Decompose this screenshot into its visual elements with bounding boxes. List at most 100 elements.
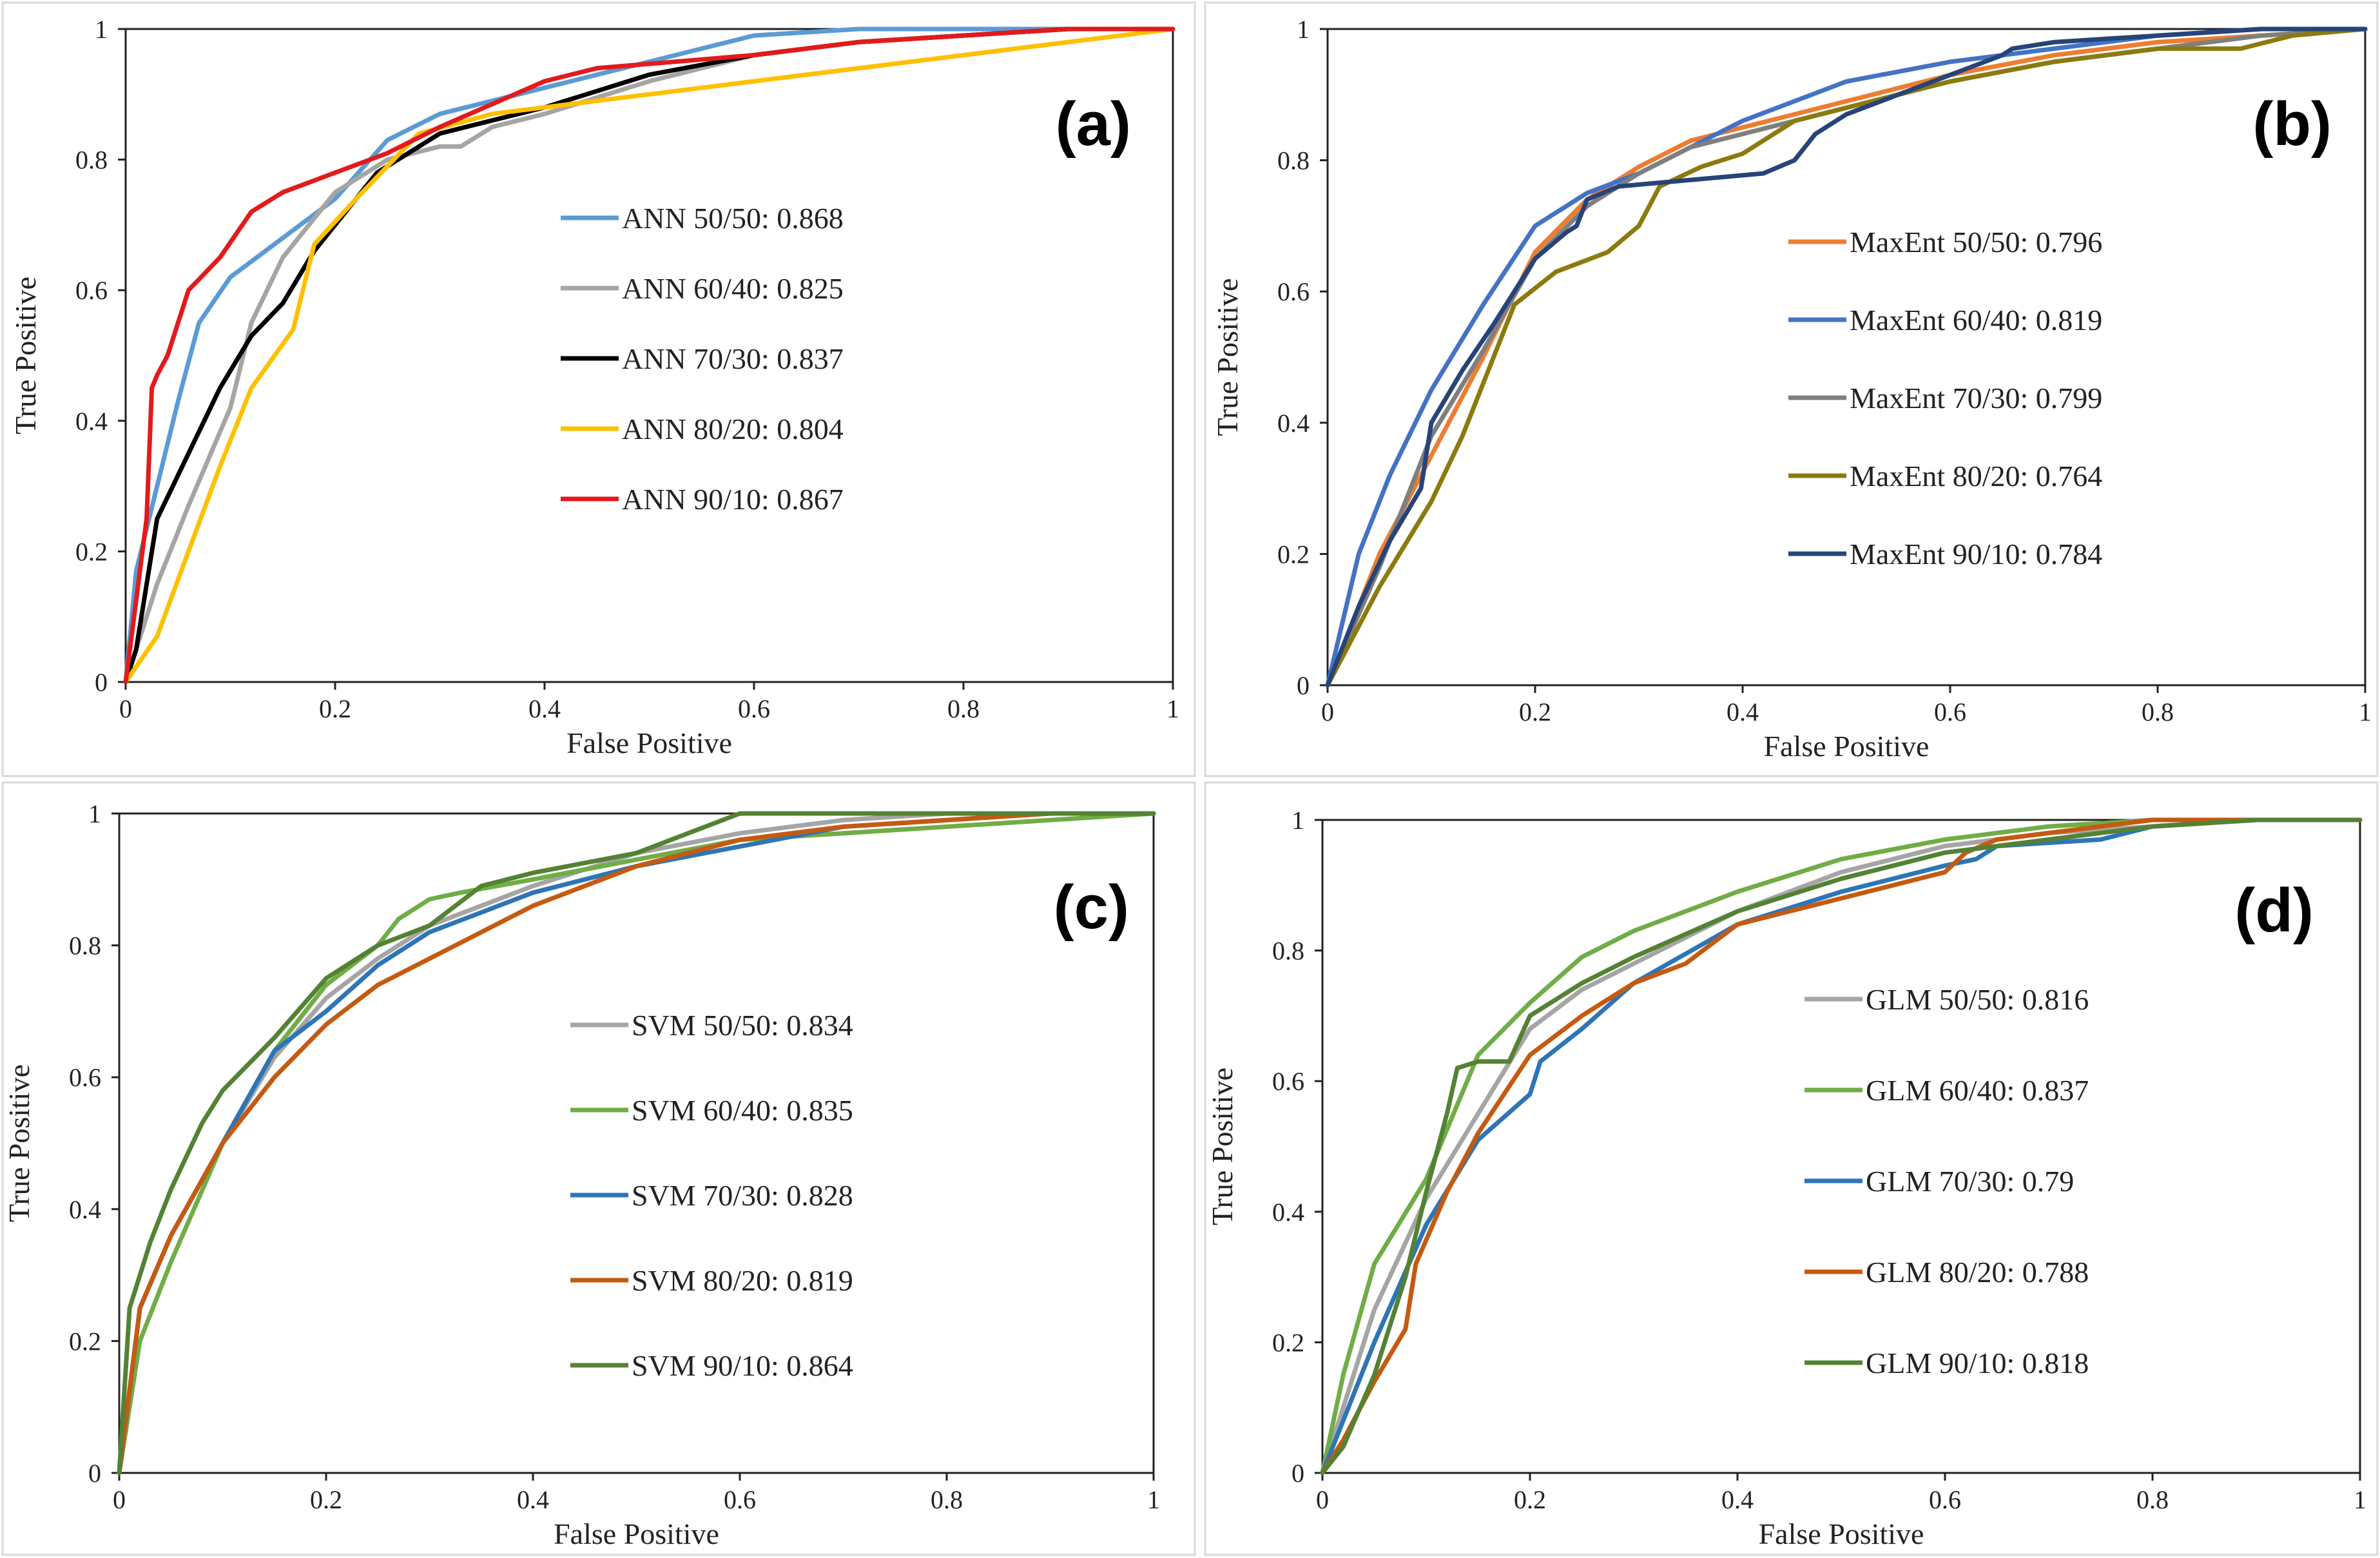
roc-panel-d: 0 0.2 0.4 0.6 0.8 1 0 0.2 0.4 0.6 0.8 1 False Positi… bbox=[1204, 781, 2379, 1556]
x-axis-title: False Positive bbox=[1764, 730, 1930, 763]
x-tick-label: 0.8 bbox=[947, 694, 980, 723]
x-tick-label: 0 bbox=[113, 1485, 126, 1514]
legend-label: ANN 90/10: 0.867 bbox=[622, 483, 844, 516]
y-tick-label: 0 bbox=[95, 668, 108, 697]
y-tick-label: 0.8 bbox=[75, 146, 108, 175]
y-tick-label: 0.2 bbox=[1277, 540, 1310, 569]
x-tick-label: 1 bbox=[1147, 1485, 1160, 1514]
roc-panel-b: 0 0.2 0.4 0.6 0.8 1 0 0.2 0.4 0.6 0.8 1 False Positi… bbox=[1204, 1, 2379, 777]
series-line-1 bbox=[123, 26, 1175, 685]
series-line-2 bbox=[117, 811, 1156, 1475]
plot-area bbox=[118, 812, 1155, 1474]
panel-frame bbox=[1, 1, 1196, 777]
series-line-1 bbox=[1325, 26, 2368, 688]
legend-label: GLM 80/20: 0.788 bbox=[1866, 1256, 2089, 1289]
x-tick-label: 0.8 bbox=[2136, 1485, 2169, 1514]
legend-label: MaxEnt 50/50: 0.796 bbox=[1850, 226, 2102, 258]
plot-area bbox=[1326, 28, 2366, 686]
legend-label: MaxEnt 60/40: 0.819 bbox=[1850, 304, 2102, 336]
x-axis-title: False Positive bbox=[554, 1517, 719, 1550]
series-line-3 bbox=[1320, 817, 2363, 1475]
panel-label: (b) bbox=[2252, 90, 2332, 159]
x-tick-label: 0 bbox=[1316, 1485, 1329, 1514]
x-axis-title: False Positive bbox=[566, 726, 732, 759]
series-line-4 bbox=[1320, 817, 2363, 1475]
y-tick-label: 1 bbox=[95, 15, 108, 44]
legend-label: MaxEnt 80/20: 0.764 bbox=[1850, 460, 2102, 492]
x-tick-label: 0.2 bbox=[1519, 697, 1551, 726]
y-tick-label: 0.4 bbox=[1277, 409, 1310, 438]
legend-label: ANN 80/20: 0.804 bbox=[622, 413, 844, 445]
panel-label: (c) bbox=[1054, 873, 1129, 942]
plot-area bbox=[124, 28, 1174, 683]
y-tick-label: 0.4 bbox=[75, 407, 108, 436]
y-tick-label: 1 bbox=[88, 799, 101, 828]
y-tick-label: 0.2 bbox=[69, 1327, 101, 1356]
series-line-4 bbox=[1325, 26, 2368, 688]
x-tick-label: 1 bbox=[2359, 697, 2372, 726]
y-axis-title: True Positive bbox=[1206, 1067, 1239, 1225]
roc-panel-a: 0 0.2 0.4 0.6 0.8 1 0 0.2 0.4 0.6 0.8 1 False Positi… bbox=[1, 1, 1196, 777]
x-tick-label: 0.6 bbox=[724, 1485, 756, 1514]
x-tick-label: 0.6 bbox=[1929, 1485, 1961, 1514]
y-tick-label: 0.4 bbox=[1272, 1198, 1304, 1227]
legend-label: SVM 60/40: 0.835 bbox=[632, 1094, 853, 1127]
series-line-4 bbox=[123, 26, 1175, 685]
y-tick-label: 0.6 bbox=[75, 276, 108, 305]
y-tick-label: 0.4 bbox=[69, 1195, 101, 1224]
x-tick-label: 0.8 bbox=[2142, 697, 2174, 726]
y-axis-title: True Positive bbox=[9, 277, 42, 434]
y-tick-label: 1 bbox=[1297, 15, 1310, 44]
x-tick-label: 1 bbox=[2354, 1485, 2366, 1514]
x-tick-label: 0.6 bbox=[738, 694, 770, 723]
plot-area bbox=[1321, 819, 2361, 1474]
x-tick-label: 0.4 bbox=[528, 694, 561, 723]
legend-label: ANN 60/40: 0.825 bbox=[622, 272, 844, 305]
x-tick-label: 0.4 bbox=[1721, 1485, 1754, 1514]
y-tick-label: 0 bbox=[1292, 1459, 1304, 1488]
y-tick-label: 0.8 bbox=[69, 931, 101, 960]
legend-label: SVM 90/10: 0.864 bbox=[632, 1349, 853, 1382]
legend-label: GLM 70/30: 0.79 bbox=[1866, 1165, 2074, 1198]
legend-label: MaxEnt 70/30: 0.799 bbox=[1850, 382, 2102, 414]
series-line-5 bbox=[1325, 26, 2368, 688]
legend-label: SVM 50/50: 0.834 bbox=[632, 1009, 853, 1042]
legend-label: MaxEnt 90/10: 0.784 bbox=[1850, 538, 2102, 570]
y-tick-label: 0.6 bbox=[1272, 1067, 1304, 1096]
legend-label: ANN 70/30: 0.837 bbox=[622, 342, 844, 375]
series-line-5 bbox=[1320, 817, 2363, 1475]
y-axis-title: True Positive bbox=[3, 1064, 35, 1222]
panel-label: (d) bbox=[2234, 876, 2314, 945]
legend-label: GLM 60/40: 0.837 bbox=[1866, 1074, 2089, 1107]
x-tick-label: 0.4 bbox=[1727, 697, 1759, 726]
y-axis-title: True Positive bbox=[1211, 278, 1244, 436]
roc-panel-c: 0 0.2 0.4 0.6 0.8 1 0 0.2 0.4 0.6 0.8 1 False Positi… bbox=[1, 781, 1196, 1556]
panel-frame bbox=[1204, 781, 2379, 1556]
legend-label: GLM 50/50: 0.816 bbox=[1866, 983, 2089, 1016]
series-line-5 bbox=[117, 811, 1156, 1475]
y-tick-label: 0.2 bbox=[1272, 1328, 1304, 1357]
x-tick-label: 0.4 bbox=[517, 1485, 549, 1514]
legend-label: GLM 90/10: 0.818 bbox=[1866, 1347, 2089, 1379]
y-tick-label: 0.6 bbox=[69, 1063, 101, 1092]
x-tick-label: 0.6 bbox=[1934, 697, 1966, 726]
y-tick-label: 0 bbox=[1297, 671, 1310, 700]
panel-label: (a) bbox=[1056, 90, 1131, 159]
legend-label: SVM 80/20: 0.819 bbox=[632, 1264, 853, 1297]
y-tick-label: 0.6 bbox=[1277, 277, 1310, 306]
x-tick-label: 0 bbox=[119, 694, 132, 723]
series-line-5 bbox=[123, 26, 1175, 685]
panel-frame bbox=[1204, 1, 2379, 777]
x-tick-label: 0.8 bbox=[931, 1485, 963, 1514]
x-tick-label: 0 bbox=[1321, 697, 1334, 726]
x-tick-label: 0.2 bbox=[1514, 1485, 1546, 1514]
panel-frame bbox=[1, 781, 1196, 1556]
x-tick-label: 1 bbox=[1166, 694, 1179, 723]
x-axis-title: False Positive bbox=[1759, 1517, 1924, 1550]
legend-label: SVM 70/30: 0.828 bbox=[632, 1179, 853, 1212]
legend-label: ANN 50/50: 0.868 bbox=[622, 202, 844, 235]
y-tick-label: 0.8 bbox=[1272, 937, 1304, 966]
y-tick-label: 0 bbox=[88, 1459, 101, 1488]
x-tick-label: 0.2 bbox=[319, 694, 351, 723]
